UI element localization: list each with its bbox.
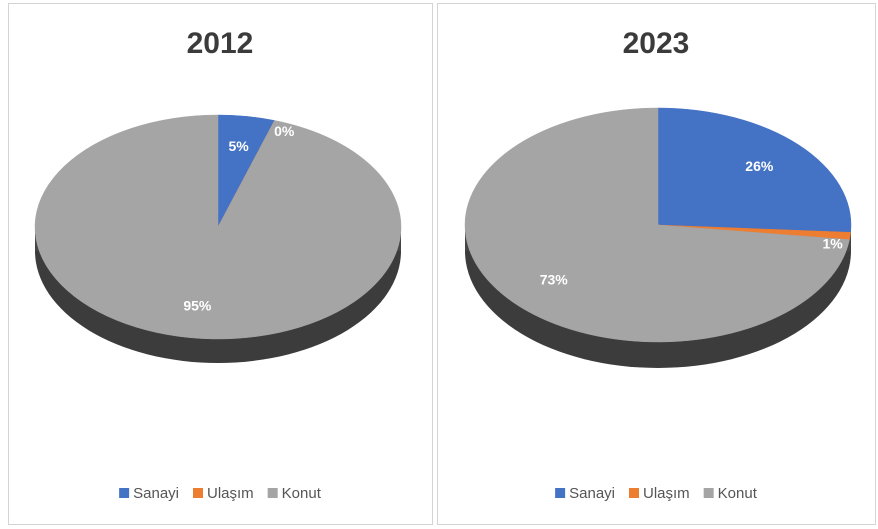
pie-slice [657, 107, 852, 233]
data-label: 95% [183, 297, 212, 313]
legend-label: Ulaşım [207, 485, 254, 502]
chart-title: 2023 [623, 27, 690, 60]
chart-title: 2012 [187, 27, 254, 60]
pie-slice [464, 107, 850, 343]
legend-swatch [193, 488, 203, 498]
legend-swatch [267, 488, 278, 498]
legend: Sanayi Ulaşım Konut [119, 485, 322, 502]
legend-swatch [555, 488, 566, 498]
legend-swatch [119, 488, 130, 498]
legend-label: Konut [282, 485, 322, 502]
legend: Sanayi Ulaşım Konut [555, 485, 758, 502]
legend-swatch [703, 488, 714, 498]
legend-label: Sanayi [133, 485, 179, 502]
legend-label: Konut [718, 485, 758, 502]
data-label: 0% [274, 123, 295, 139]
data-label: 1% [822, 235, 843, 251]
legend-label: Sanayi [569, 485, 615, 502]
data-label: 5% [228, 138, 249, 154]
data-label: 26% [745, 158, 774, 174]
pie-slice [34, 114, 402, 340]
legend-label: Ulaşım [643, 485, 690, 502]
data-label: 73% [540, 271, 569, 287]
legend-swatch [629, 488, 639, 498]
